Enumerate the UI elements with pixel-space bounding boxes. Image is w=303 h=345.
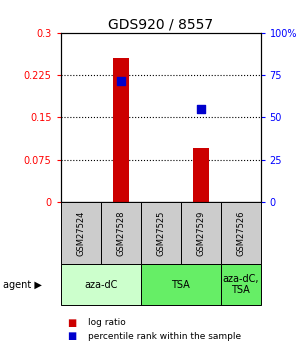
FancyBboxPatch shape (101, 202, 141, 264)
Title: GDS920 / 8557: GDS920 / 8557 (108, 18, 213, 32)
Point (198, 106, 203, 112)
Text: percentile rank within the sample: percentile rank within the sample (88, 332, 241, 341)
FancyBboxPatch shape (221, 202, 261, 264)
Text: ■: ■ (67, 332, 76, 341)
FancyBboxPatch shape (141, 202, 181, 264)
FancyBboxPatch shape (181, 202, 221, 264)
Text: aza-dC: aza-dC (84, 280, 117, 289)
Text: GSM27524: GSM27524 (76, 210, 85, 256)
Text: ■: ■ (67, 318, 76, 327)
FancyBboxPatch shape (61, 264, 141, 305)
Text: GSM27526: GSM27526 (236, 210, 245, 256)
Bar (113, 58, 128, 202)
FancyBboxPatch shape (141, 264, 221, 305)
Text: TSA: TSA (171, 280, 190, 289)
Text: aza-dC,
TSA: aza-dC, TSA (222, 274, 259, 295)
Text: GSM27528: GSM27528 (116, 210, 125, 256)
Text: GSM27529: GSM27529 (196, 210, 205, 256)
FancyBboxPatch shape (61, 202, 101, 264)
Text: agent ▶: agent ▶ (3, 280, 42, 289)
FancyBboxPatch shape (221, 264, 261, 305)
Bar (193, 148, 208, 202)
Text: log ratio: log ratio (88, 318, 126, 327)
Text: GSM27525: GSM27525 (156, 210, 165, 256)
Point (118, 78, 123, 83)
